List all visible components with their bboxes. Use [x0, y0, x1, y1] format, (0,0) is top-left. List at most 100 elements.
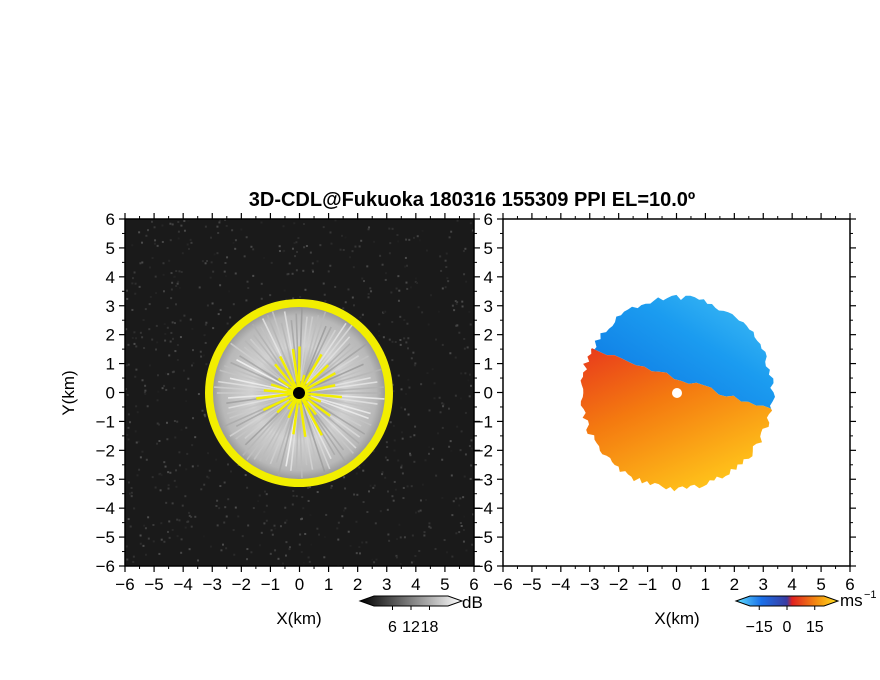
noise-speck — [136, 474, 139, 477]
noise-speck — [369, 484, 372, 487]
noise-speck — [386, 490, 389, 493]
noise-speck — [316, 260, 319, 263]
noise-speck — [145, 234, 148, 237]
noise-speck — [171, 281, 174, 284]
noise-speck — [200, 488, 203, 491]
noise-speck — [196, 559, 199, 562]
noise-speck — [460, 524, 463, 527]
x-tick-label: −2 — [232, 575, 251, 594]
noise-speck — [170, 272, 173, 275]
noise-speck — [405, 238, 408, 241]
noise-speck — [134, 430, 137, 433]
noise-speck — [353, 493, 356, 496]
y-tick-label: 2 — [106, 326, 115, 345]
noise-speck — [202, 354, 205, 357]
noise-speck — [469, 323, 472, 326]
snr-panel: −6 −5 −4 −3 −2 −1 0 1 2 3 4 5 6 6 5 4 3 2 1 0 −1 −2 −3 −4 −5 −6 X… — [59, 210, 480, 628]
noise-speck — [147, 537, 150, 540]
noise-speck — [135, 345, 138, 348]
radial-streak — [253, 402, 293, 460]
radial-streak — [308, 398, 366, 435]
noise-speck — [160, 473, 163, 476]
noise-speck — [405, 341, 408, 344]
noise-speck — [468, 373, 471, 376]
noise-speck — [230, 470, 233, 473]
noise-speck — [187, 247, 190, 250]
noise-speck — [191, 349, 194, 352]
x-tick-label: 4 — [411, 575, 420, 594]
noise-speck — [210, 236, 213, 239]
noise-speck — [439, 411, 442, 414]
noise-speck — [192, 362, 195, 365]
radial-streak — [266, 314, 296, 383]
noise-speck — [187, 219, 190, 222]
noise-speck — [367, 228, 370, 231]
noise-speck — [263, 522, 266, 525]
noise-speck — [456, 219, 459, 222]
noise-speck — [305, 244, 308, 247]
noise-speck — [410, 485, 413, 488]
noise-speck — [330, 242, 333, 245]
noise-speck — [241, 535, 244, 538]
noise-speck — [430, 294, 433, 297]
noise-speck — [173, 275, 176, 278]
noise-speck — [423, 531, 426, 534]
noise-speck — [174, 436, 177, 439]
noise-speck — [155, 292, 158, 295]
noise-speck — [168, 354, 171, 357]
noise-speck — [138, 468, 141, 471]
noise-speck — [402, 486, 405, 489]
noise-speck — [176, 420, 179, 423]
noise-speck — [179, 319, 182, 322]
noise-speck — [281, 562, 284, 565]
noise-speck — [166, 438, 169, 441]
noise-speck — [271, 533, 274, 536]
noise-speck — [460, 430, 463, 433]
noise-speck — [167, 373, 170, 376]
noise-speck — [355, 552, 358, 555]
radial-streak — [244, 340, 291, 386]
noise-speck — [361, 277, 364, 280]
colorbar-tick-label: 18 — [421, 619, 439, 636]
radial-streak — [301, 314, 320, 382]
noise-speck — [215, 504, 218, 507]
noise-speck — [163, 461, 166, 464]
radial-streak — [307, 400, 357, 449]
radial-streak — [242, 401, 292, 456]
y-tick-label: 0 — [484, 384, 493, 403]
radial-streak — [310, 394, 371, 409]
noise-speck — [141, 241, 144, 244]
x-tick-label: 3 — [759, 575, 768, 594]
noise-speck — [201, 260, 204, 263]
noise-speck — [260, 221, 263, 224]
noise-speck — [406, 287, 409, 290]
inner-spoke — [297, 392, 323, 436]
inner-spoke — [256, 391, 300, 400]
noise-speck — [405, 393, 408, 396]
x-tick-label: 4 — [787, 575, 796, 594]
noise-speck — [139, 534, 142, 537]
noise-speck — [431, 447, 434, 450]
x-tick-label: 0 — [295, 575, 304, 594]
noise-speck — [449, 440, 452, 443]
noise-speck — [355, 520, 358, 523]
noise-speck — [169, 471, 172, 474]
noise-speck — [383, 311, 386, 314]
noise-speck — [178, 464, 181, 467]
noise-speck — [138, 285, 141, 288]
noise-speck — [421, 483, 424, 486]
noise-speck — [375, 558, 378, 561]
noise-speck — [467, 379, 470, 382]
noise-speck — [463, 515, 466, 518]
noise-speck — [392, 499, 395, 502]
snr-x-axis-label: X(km) — [276, 609, 321, 628]
noise-speck — [234, 239, 237, 242]
noise-speck — [325, 513, 328, 516]
noise-speck — [468, 445, 471, 448]
noise-speck — [329, 264, 332, 267]
noise-speck — [404, 265, 407, 268]
noise-speck — [358, 466, 361, 469]
noise-speck — [454, 300, 457, 303]
noise-speck — [132, 555, 135, 558]
